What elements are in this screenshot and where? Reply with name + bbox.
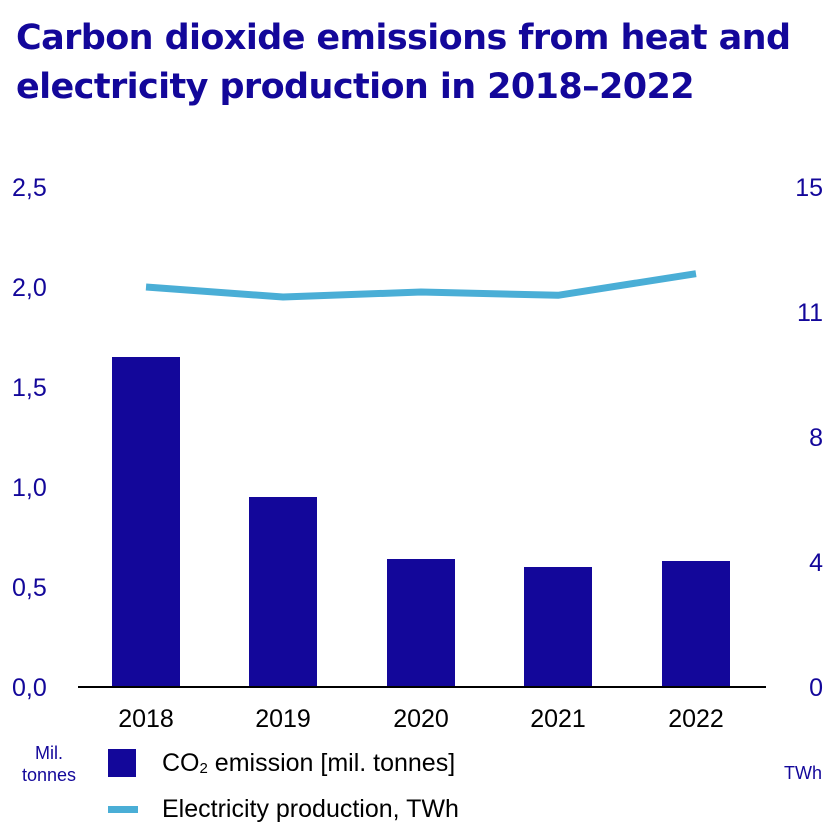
right-tick-label: 8 <box>809 424 823 452</box>
legend-swatch-line <box>108 805 138 813</box>
legend-co2-suffix: emission [mil. tonnes] <box>207 748 456 777</box>
x-tick-label: 2019 <box>255 705 311 733</box>
x-tick-label: 2022 <box>668 705 724 733</box>
right-axis-unit: TWh <box>784 763 822 783</box>
legend-swatch-bar <box>108 749 136 777</box>
left-tick-label: 1,5 <box>12 374 47 402</box>
left-tick-label: 2,0 <box>12 274 47 302</box>
legend-co2-subscript: 2 <box>199 759 208 777</box>
legend-item-co2: CO2 emission [mil. tonnes] <box>108 740 459 786</box>
left-tick-label: 1,0 <box>12 474 47 502</box>
left-axis-unit-line2: tonnes <box>21 765 77 785</box>
legend-label-co2: CO2 emission [mil. tonnes] <box>162 749 455 778</box>
chart-title: Carbon dioxide emissions from heat and e… <box>16 18 791 107</box>
right-tick-label: 11 <box>797 299 823 327</box>
bar-2019 <box>249 497 317 687</box>
legend-label-electricity: Electricity production, TWh <box>162 794 459 823</box>
right-tick-label: 0 <box>809 674 823 702</box>
right-axis-ticks: 0 4 8 11 15 <box>795 174 823 702</box>
x-axis-ticks: 2018 2019 2020 2021 2022 <box>118 705 724 733</box>
bar-2022 <box>662 561 730 687</box>
right-tick-label: 4 <box>809 549 823 577</box>
left-axis-unit: Mil. tonnes <box>20 742 78 786</box>
left-axis-ticks: 0,0 0,5 1,0 1,5 2,0 2,5 <box>12 174 47 702</box>
legend-item-electricity: Electricity production, TWh <box>108 786 459 832</box>
bar-series <box>112 357 730 687</box>
x-tick-label: 2021 <box>530 705 586 733</box>
right-tick-label: 15 <box>795 174 823 202</box>
left-tick-label: 0,0 <box>12 674 47 702</box>
x-tick-label: 2018 <box>118 705 174 733</box>
electricity-production-line <box>145 270 697 301</box>
x-tick-label: 2020 <box>393 705 449 733</box>
left-tick-label: 2,5 <box>12 174 47 202</box>
left-tick-label: 0,5 <box>12 574 47 602</box>
left-axis-unit-line1: Mil. <box>35 743 63 763</box>
bar-2018 <box>112 357 180 687</box>
legend-co2-prefix: CO <box>162 748 200 777</box>
bar-2020 <box>387 559 455 687</box>
bar-2021 <box>524 567 592 687</box>
legend: CO2 emission [mil. tonnes] Electricity p… <box>108 740 459 832</box>
